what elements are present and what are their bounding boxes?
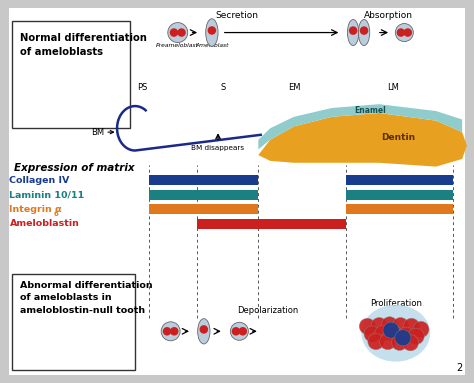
Ellipse shape <box>371 318 387 334</box>
Bar <box>346 204 453 214</box>
Text: Laminin 10/11: Laminin 10/11 <box>9 190 85 199</box>
Ellipse shape <box>360 26 368 35</box>
Ellipse shape <box>395 330 411 346</box>
Ellipse shape <box>395 23 413 42</box>
Text: BM disappears: BM disappears <box>191 145 245 151</box>
Ellipse shape <box>170 327 179 336</box>
Ellipse shape <box>170 28 178 37</box>
Bar <box>149 190 258 200</box>
Ellipse shape <box>161 322 180 341</box>
Ellipse shape <box>208 26 216 35</box>
Text: EM: EM <box>288 83 300 92</box>
Ellipse shape <box>177 28 186 37</box>
Ellipse shape <box>383 322 399 338</box>
Ellipse shape <box>364 326 380 342</box>
Text: PS: PS <box>137 83 147 92</box>
Ellipse shape <box>347 20 359 46</box>
Text: Preameloblast: Preameloblast <box>156 43 199 48</box>
Ellipse shape <box>359 318 375 334</box>
Bar <box>197 219 346 229</box>
Ellipse shape <box>163 327 171 336</box>
Text: Ameloblastin: Ameloblastin <box>9 219 79 228</box>
Ellipse shape <box>206 19 218 46</box>
Ellipse shape <box>398 327 414 343</box>
Ellipse shape <box>408 328 424 344</box>
Text: Ameloblast: Ameloblast <box>195 43 228 48</box>
Ellipse shape <box>392 318 409 334</box>
Ellipse shape <box>403 318 419 334</box>
Ellipse shape <box>230 322 248 340</box>
Bar <box>346 190 453 200</box>
Polygon shape <box>258 113 467 167</box>
Ellipse shape <box>386 326 402 342</box>
Ellipse shape <box>200 325 208 334</box>
Ellipse shape <box>402 335 419 351</box>
Text: Abnormal differentiation
of ameloblasts in
ameloblostin-null tooth: Abnormal differentiation of ameloblasts … <box>20 281 153 315</box>
FancyBboxPatch shape <box>12 21 130 128</box>
Ellipse shape <box>168 23 188 43</box>
Text: Integrin α: Integrin α <box>9 205 62 214</box>
Polygon shape <box>258 104 462 149</box>
Bar <box>346 175 453 185</box>
Ellipse shape <box>349 26 357 35</box>
Text: Secretion: Secretion <box>216 11 258 20</box>
Text: BM: BM <box>91 128 104 137</box>
FancyBboxPatch shape <box>9 8 465 375</box>
Ellipse shape <box>397 28 405 37</box>
Bar <box>149 204 258 214</box>
Ellipse shape <box>198 319 210 344</box>
Ellipse shape <box>238 327 247 336</box>
Ellipse shape <box>392 334 408 350</box>
Text: S: S <box>220 83 226 92</box>
Ellipse shape <box>368 334 384 350</box>
Ellipse shape <box>403 28 412 37</box>
Ellipse shape <box>361 305 430 362</box>
Bar <box>149 175 258 185</box>
Text: Expression of matrix: Expression of matrix <box>14 163 135 173</box>
Text: 2: 2 <box>456 363 462 373</box>
Ellipse shape <box>382 317 398 333</box>
Ellipse shape <box>358 20 370 46</box>
FancyBboxPatch shape <box>12 274 135 370</box>
Ellipse shape <box>413 321 429 337</box>
Text: Collagen IV: Collagen IV <box>9 175 70 185</box>
Ellipse shape <box>380 334 396 350</box>
Text: Dentin: Dentin <box>381 133 415 142</box>
Text: Depolarization: Depolarization <box>237 306 299 315</box>
Text: Normal differentiation
of ameloblasts: Normal differentiation of ameloblasts <box>20 33 147 57</box>
Text: Proliferation: Proliferation <box>370 300 422 308</box>
Ellipse shape <box>232 327 240 336</box>
Ellipse shape <box>375 325 391 341</box>
Text: Enamel: Enamel <box>354 106 385 115</box>
Text: 6: 6 <box>54 211 58 218</box>
Text: Absorption: Absorption <box>364 11 413 20</box>
Text: LM: LM <box>387 83 400 92</box>
